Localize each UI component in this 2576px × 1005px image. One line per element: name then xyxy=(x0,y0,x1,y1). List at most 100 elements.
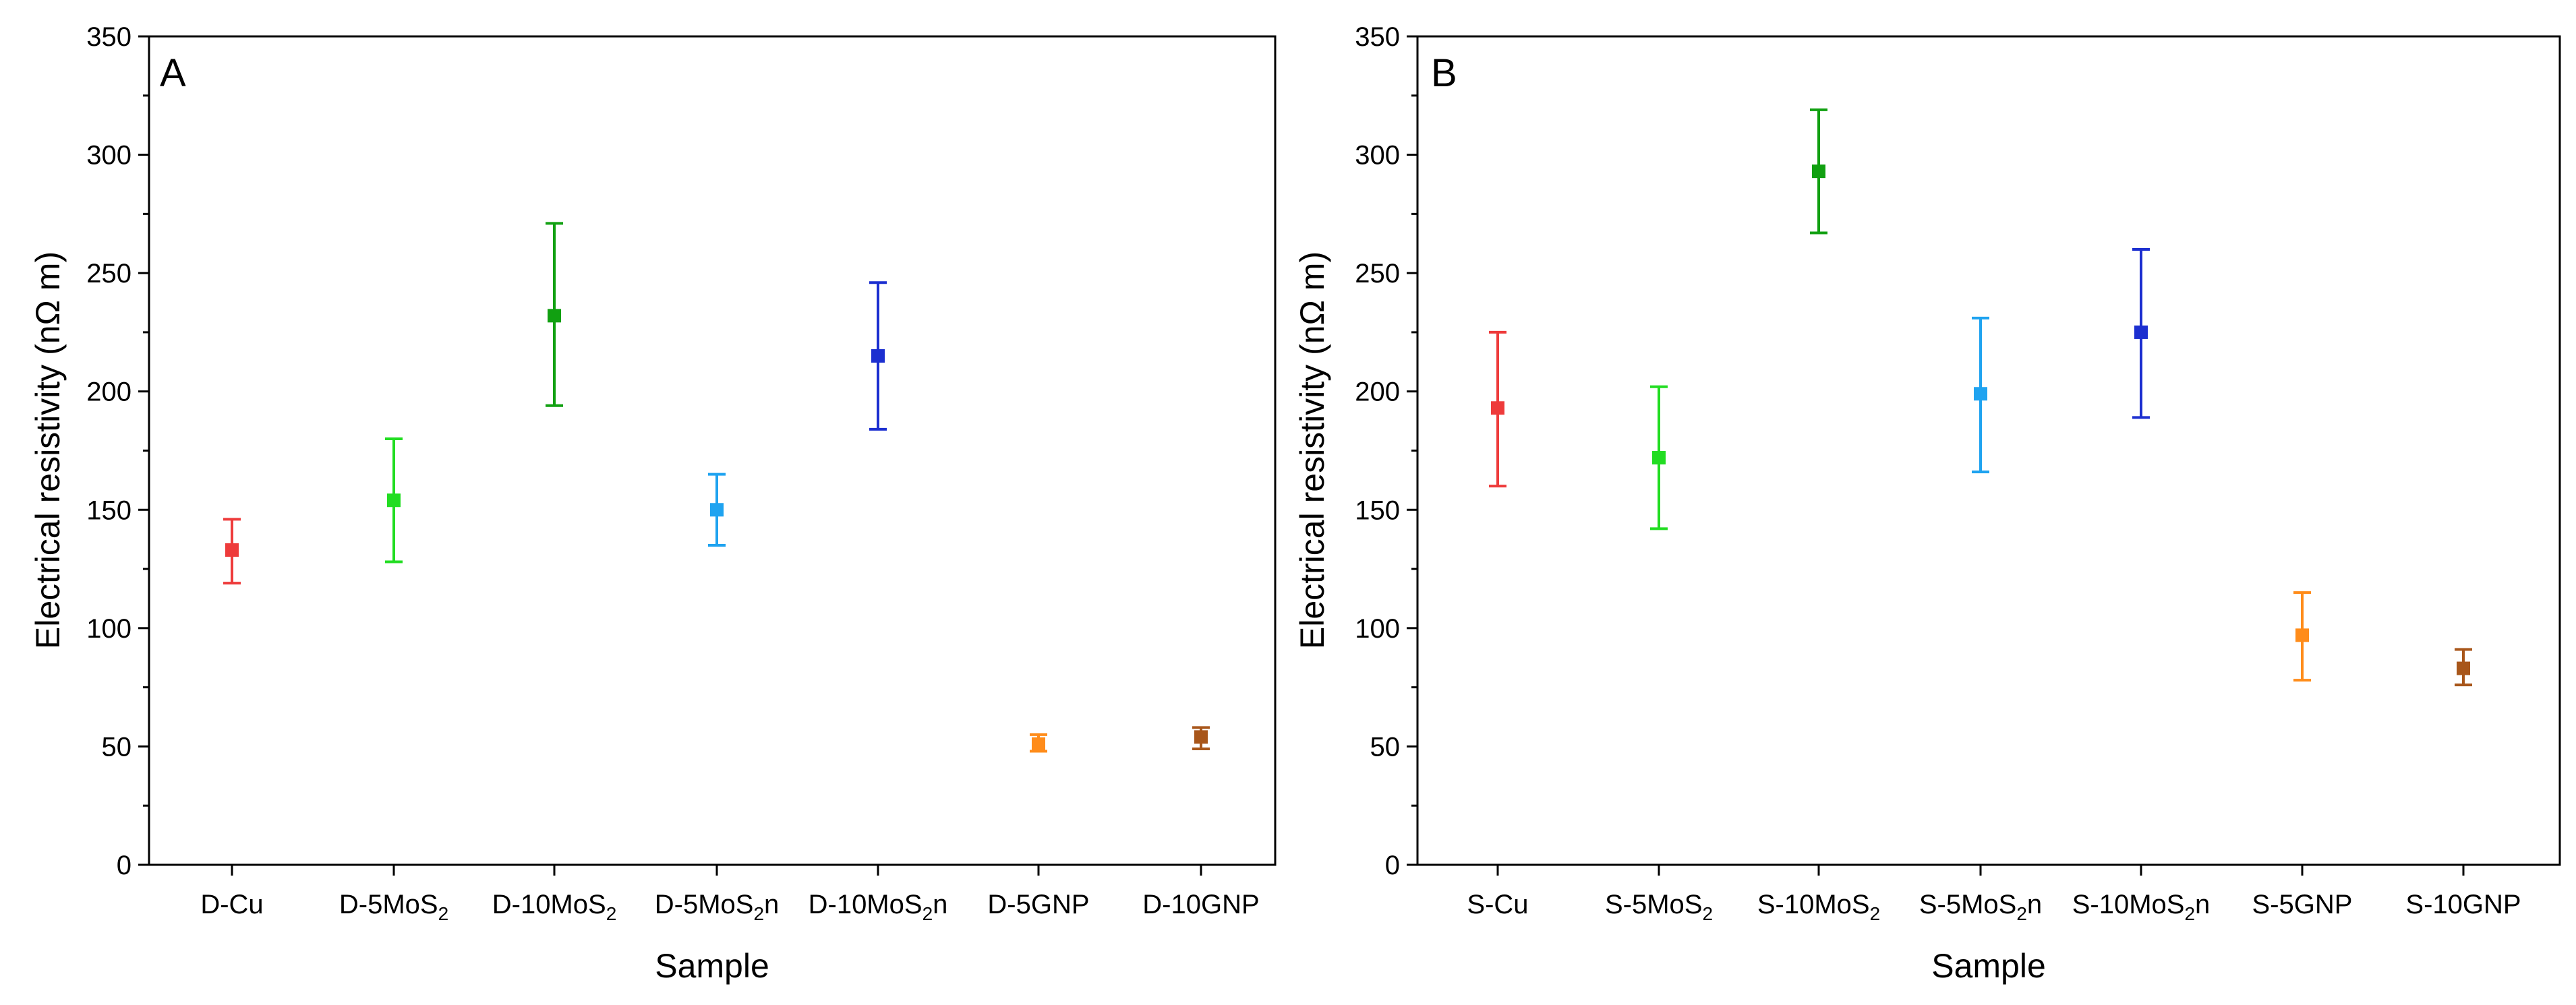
panel-a-x-categories: D-Cu D-5MoS2 D-10MoS2 D-5MoS2n D-10MoS2n D-5G… xyxy=(200,865,1260,924)
panel-a-category-label-4: D-10MoS2n xyxy=(809,890,948,924)
panel-b-point-group-s-10mos2 xyxy=(1810,108,1827,235)
category-label-subscript: 2 xyxy=(606,903,617,924)
panel-a-y-tick-label-300: 300 xyxy=(86,141,131,171)
panel-b-label: B xyxy=(1431,51,1457,95)
panel-a-point-group-d-10gnp xyxy=(1192,726,1210,750)
category-label-base: D-10MoS xyxy=(492,890,606,919)
panel-a: A Sample Electrical resistivity (nΩ m) 0… xyxy=(29,22,1277,985)
category-label-subscript: 2 xyxy=(2184,903,2195,924)
panel-a-point-d-10mos2 xyxy=(548,309,561,323)
panel-a-plot-frame xyxy=(148,35,1277,866)
panel-b-y-axis-title: Electrical resistivity (nΩ m) xyxy=(1293,251,1331,649)
category-label-base: S-10MoS xyxy=(1757,890,1870,919)
panel-a-point-group-d-5mos2n xyxy=(708,473,726,547)
category-label-base: S-5GNP xyxy=(2252,890,2353,919)
category-label-subscript: 2 xyxy=(753,903,764,924)
panel-a-y-tick-label-350: 350 xyxy=(86,22,131,52)
panel-b-category-label-0: S-Cu xyxy=(1467,890,1528,919)
panel-a-y-tick-label-50: 50 xyxy=(102,732,132,762)
panel-a-point-d-10mos2n xyxy=(871,349,885,363)
panel-b-point-group-s-5mos2 xyxy=(1650,385,1668,530)
panel-b-data-marks xyxy=(1489,108,2472,687)
category-label-base: S-10MoS xyxy=(2072,890,2185,919)
panel-b-y-ticks: 0 50 100 150 200 250 300 350 xyxy=(1355,22,1417,880)
panel-a-y-tick-label-200: 200 xyxy=(86,377,131,407)
panel-b-x-categories: S-Cu S-5MoS2 S-10MoS2 S-5MoS2n S-10MoS2n S-5G… xyxy=(1467,865,2521,924)
panel-a-x-axis-title: Sample xyxy=(655,947,769,985)
panel-b-y-tick-label-350: 350 xyxy=(1355,22,1400,52)
panel-a-y-axis-title: Electrical resistivity (nΩ m) xyxy=(29,251,67,649)
category-label-subscript: 2 xyxy=(1702,903,1713,924)
panel-a-data-marks xyxy=(223,222,1210,753)
panel-a-category-label-5: D-5GNP xyxy=(987,890,1089,919)
category-label-base: D-5MoS xyxy=(339,890,438,919)
panel-a-y-tick-label-0: 0 xyxy=(117,851,131,880)
panel-a-category-label-3: D-5MoS2n xyxy=(655,890,780,924)
category-label-base: D-10MoS xyxy=(809,890,923,919)
category-label-suffix: n xyxy=(2195,890,2210,919)
panel-a-label: A xyxy=(160,51,186,95)
panel-a-point-d-10gnp xyxy=(1194,730,1208,744)
category-label-base: S-10GNP xyxy=(2405,890,2521,919)
panel-a-point-d-5mos2n xyxy=(710,503,724,517)
panel-b-category-label-2: S-10MoS2 xyxy=(1757,890,1880,924)
panel-b-point-group-s-5gnp xyxy=(2293,591,2311,682)
category-label-subscript: 2 xyxy=(2016,903,2027,924)
category-label-suffix: n xyxy=(764,890,779,919)
panel-a-point-d-5gnp xyxy=(1032,737,1045,751)
panel-a-point-group-d-10mos2n xyxy=(869,281,887,431)
panel-b-point-s-5mos2n xyxy=(1974,387,1987,401)
panel-a-y-tick-label-150: 150 xyxy=(86,495,131,525)
panel-b-point-group-s-10mos2n xyxy=(2132,248,2150,419)
category-label-base: D-Cu xyxy=(200,890,263,919)
panel-a-category-label-1: D-5MoS2 xyxy=(339,890,448,924)
panel-b-category-label-4: S-10MoS2n xyxy=(2072,890,2211,924)
category-label-subscript: 2 xyxy=(1870,903,1881,924)
category-label-suffix: n xyxy=(933,890,947,919)
category-label-subscript: 2 xyxy=(923,903,933,924)
panel-b-y-tick-label-200: 200 xyxy=(1355,377,1400,407)
category-label-base: D-5MoS xyxy=(655,890,754,919)
category-label-base: S-5MoS xyxy=(1605,890,1703,919)
panel-b-y-tick-label-50: 50 xyxy=(1370,732,1401,762)
panel-b-plot-frame xyxy=(1416,35,2561,866)
panel-b-point-group-s-10gnp xyxy=(2455,648,2472,687)
category-label-base: D-10GNP xyxy=(1142,890,1259,919)
panel-b-point-s-10gnp xyxy=(2457,661,2470,675)
panel-b-category-label-5: S-5GNP xyxy=(2252,890,2353,919)
panel-b-point-group-s-5mos2n xyxy=(1972,316,1989,474)
panel-a-y-tick-label-100: 100 xyxy=(86,614,131,644)
panel-a-point-group-d-cu xyxy=(223,518,241,585)
category-label-base: S-Cu xyxy=(1467,890,1528,919)
panel-b-x-axis-title: Sample xyxy=(1931,947,2046,985)
panel-b-point-s-10mos2 xyxy=(1812,164,1825,179)
category-label-subscript: 2 xyxy=(438,903,449,924)
category-label-base: D-5GNP xyxy=(987,890,1089,919)
panel-a-category-label-0: D-Cu xyxy=(200,890,263,919)
category-label-suffix: n xyxy=(2027,890,2042,919)
panel-a-category-label-2: D-10MoS2 xyxy=(492,890,617,924)
panel-b-point-group-s-cu xyxy=(1489,330,1506,488)
panel-a-y-ticks: 0 50 100 150 200 250 300 350 xyxy=(86,22,149,880)
panel-b-category-label-3: S-5MoS2n xyxy=(1919,890,2042,924)
panel-a-point-group-d-10mos2 xyxy=(546,222,563,407)
panel-b-y-tick-label-100: 100 xyxy=(1355,614,1400,644)
panel-a-point-group-d-5gnp xyxy=(1030,733,1047,753)
panel-a-y-tick-label-250: 250 xyxy=(86,259,131,288)
panel-b-y-tick-label-150: 150 xyxy=(1355,495,1400,525)
panel-b-point-s-5mos2 xyxy=(1652,451,1666,465)
panel-a-point-d-cu xyxy=(225,543,239,557)
panel-b-y-tick-label-300: 300 xyxy=(1355,141,1400,171)
panel-b-y-tick-label-250: 250 xyxy=(1355,259,1400,288)
panel-b-point-s-5gnp xyxy=(2295,628,2309,642)
panel-b-point-s-cu xyxy=(1491,401,1504,415)
panel-b-y-tick-label-0: 0 xyxy=(1385,851,1400,880)
panel-a-category-label-6: D-10GNP xyxy=(1142,890,1259,919)
panel-b-category-label-1: S-5MoS2 xyxy=(1605,890,1713,924)
panel-b: B Sample Electrical resistivity (nΩ m) 0… xyxy=(1293,22,2561,985)
category-label-base: S-5MoS xyxy=(1919,890,2017,919)
panel-a-point-group-d-5mos2 xyxy=(385,437,403,564)
panel-a-point-d-5mos2 xyxy=(387,493,401,508)
panel-b-point-s-10mos2n xyxy=(2134,325,2148,339)
